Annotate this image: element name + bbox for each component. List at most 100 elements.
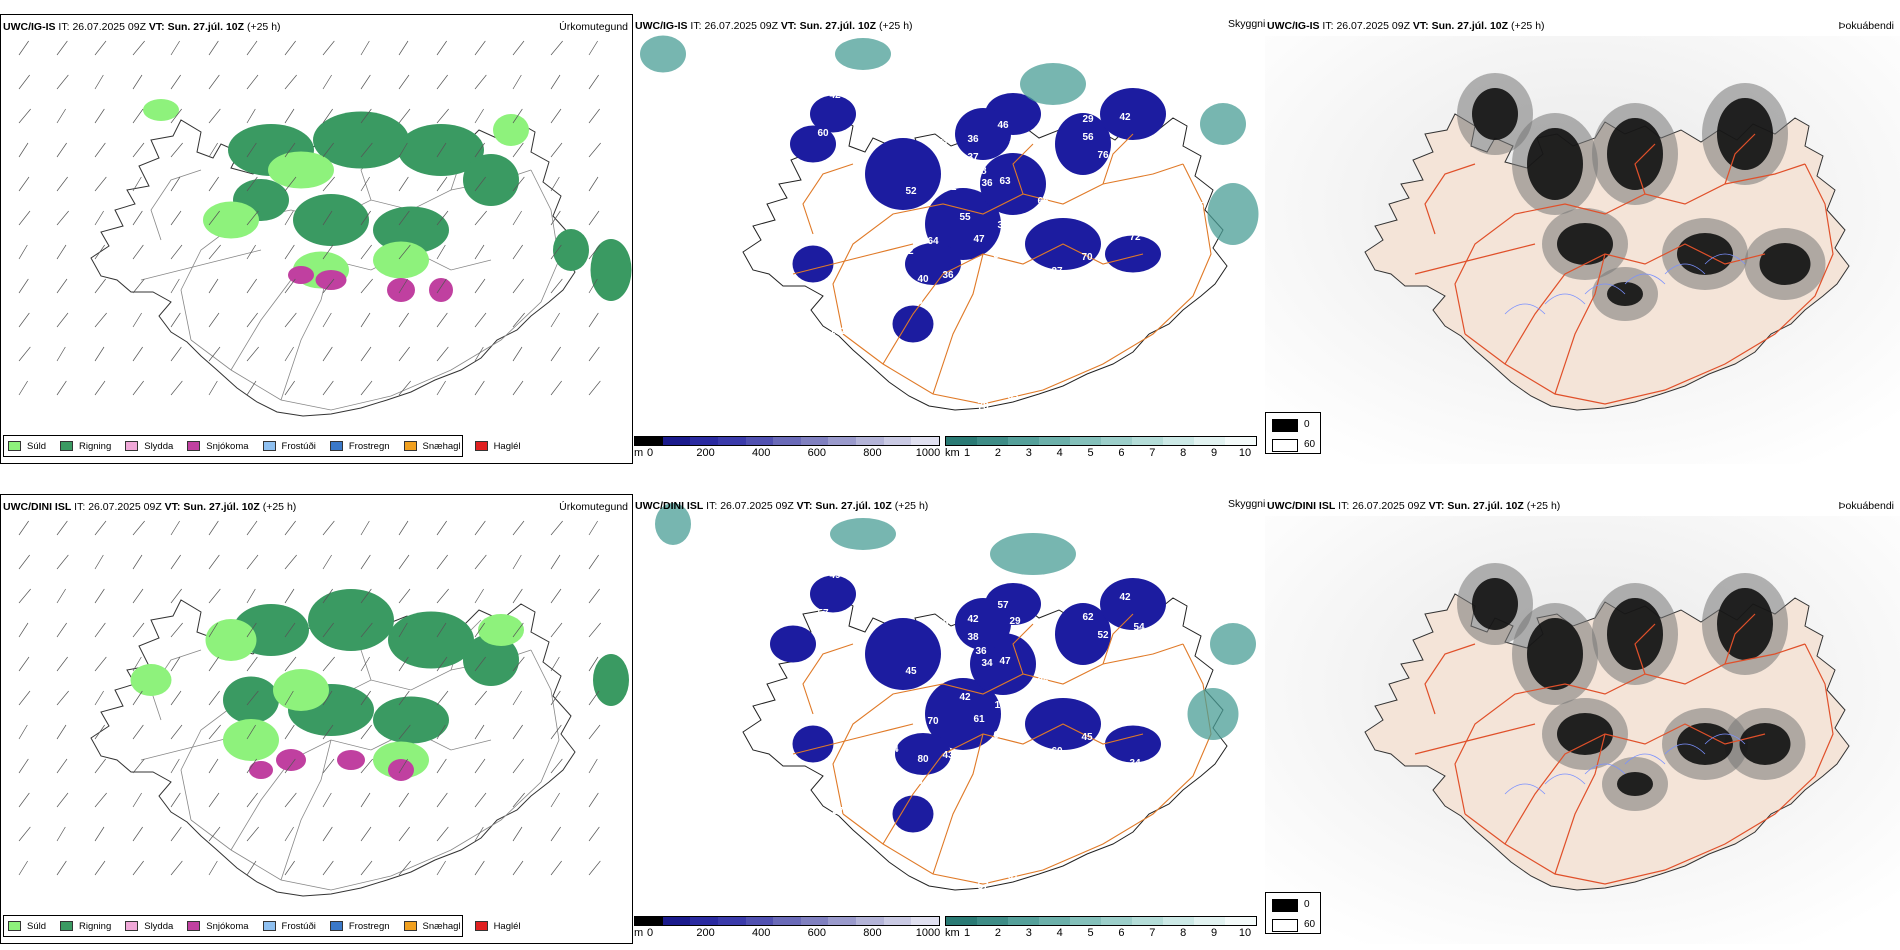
colorbar-cell <box>662 917 691 925</box>
colorbar-cell <box>856 437 884 445</box>
wind-barb <box>246 312 258 328</box>
wind-barb <box>170 860 183 876</box>
wind-barb <box>398 588 411 604</box>
wind-barb <box>170 108 182 124</box>
wind-barb <box>208 346 221 362</box>
wind-barb <box>398 792 409 808</box>
wind-barb <box>436 860 446 876</box>
wind-barb <box>512 346 523 362</box>
wind-barb <box>322 40 335 56</box>
cloud-base-value: 57 <box>977 881 989 892</box>
wind-barb <box>360 758 373 774</box>
wind-barb <box>550 826 561 842</box>
wind-barb <box>398 176 409 192</box>
colorbar-tick-label: 10 <box>1238 447 1252 459</box>
cloud-base-value: 50 <box>1187 602 1199 613</box>
fog-dark-area <box>1607 118 1663 190</box>
cloud-base-value: 78 <box>1115 206 1127 217</box>
fog-legend-label: 60 <box>1304 439 1316 450</box>
wind-barb <box>360 74 371 90</box>
cloud-base-value: 42 <box>967 614 979 625</box>
fog-dark-area <box>1739 723 1791 765</box>
cloud-base-value: 43 <box>942 750 954 761</box>
cloud-base-value: 32 <box>1129 712 1141 723</box>
wind-barb <box>322 210 333 226</box>
wind-barb <box>208 176 219 192</box>
wind-barb <box>550 40 563 56</box>
fog-dark-area <box>1527 128 1583 200</box>
iceland-fog-map[interactable] <box>1265 14 1900 464</box>
cloud-base-value: 47 <box>852 666 864 677</box>
wind-barb <box>170 176 181 192</box>
wind-barb <box>360 622 373 638</box>
rain-area <box>463 634 519 686</box>
wind-barb <box>512 176 525 192</box>
colorbar-cell <box>1163 917 1194 925</box>
cloud-base-value: 38 <box>959 768 971 779</box>
iceland-fog-map[interactable] <box>1265 494 1900 944</box>
wind-barb <box>170 724 183 740</box>
wind-barb <box>398 690 410 706</box>
cloud-base-value: 39 <box>997 220 1009 231</box>
colorbar-tick-label: 5 <box>1087 927 1094 939</box>
colorbar-cell <box>883 917 912 925</box>
legend-item: Rigning <box>60 921 111 932</box>
wind-barb <box>246 40 258 56</box>
cloud-base-value: 70 <box>927 716 939 727</box>
rain-area <box>373 206 449 254</box>
cloud-base-value: 60 <box>887 264 899 275</box>
fog-dark-area <box>1472 88 1518 140</box>
iceland-precip-map[interactable] <box>1 15 633 464</box>
wind-barb <box>588 520 598 536</box>
legend-label: Frostúði <box>281 440 316 452</box>
wind-barb <box>56 74 69 90</box>
colorbar-tick-label: 5 <box>1087 447 1094 459</box>
wind-barb <box>436 346 449 362</box>
cloud-base-value: 42 <box>829 90 841 101</box>
wind-barb <box>398 40 409 56</box>
wind-barb <box>474 724 485 740</box>
legend-swatch <box>474 441 488 451</box>
wind-barb <box>588 278 598 294</box>
wind-barb <box>512 826 523 842</box>
cloud-base-visibility-map-panel: UWC/IG-IS IT: 26.07.2025 09Z VT: Sun. 27… <box>633 14 1265 464</box>
wind-barb <box>550 380 562 396</box>
wind-barb <box>360 108 372 124</box>
wind-barb <box>132 588 144 604</box>
iceland-precip-map[interactable] <box>1 495 633 944</box>
wind-barb <box>512 622 524 638</box>
cloud-base-value: 60 <box>902 726 914 737</box>
wind-barb <box>132 656 142 672</box>
wind-barb <box>474 860 485 876</box>
wind-barb <box>360 244 372 260</box>
wind-barb <box>360 312 371 328</box>
cloud-base-value: 76 <box>1097 150 1109 161</box>
rain-area <box>463 154 519 206</box>
wind-barb <box>588 826 600 842</box>
wind-barb <box>208 380 218 396</box>
wind-barb <box>170 622 183 638</box>
colorbar-tick-label: 8 <box>1180 447 1187 459</box>
wind-barb <box>170 244 183 260</box>
colorbar-tick-label: 800 <box>863 927 882 939</box>
wind-barb <box>512 74 522 90</box>
wind-barb <box>246 210 259 226</box>
cloud-base-value: 36 <box>1133 142 1145 153</box>
wind-barb <box>588 758 598 774</box>
fog-dark-area <box>1717 98 1773 170</box>
wind-barb <box>550 792 560 808</box>
drizzle-area <box>493 114 529 146</box>
colorbar-cell <box>946 917 977 925</box>
wind-barb <box>132 622 145 638</box>
legend-swatch <box>125 921 139 931</box>
colorbar-cell <box>800 917 829 925</box>
wind-barb <box>132 176 142 192</box>
cloud-base-value: 11 <box>843 204 854 215</box>
cloud-base-value: 34 <box>981 658 993 669</box>
colorbar-tick-label: 2 <box>994 927 1001 939</box>
low-cloud-area <box>892 795 934 833</box>
colorbar-tick-label: 1 <box>963 927 971 939</box>
wind-barb <box>284 758 296 774</box>
